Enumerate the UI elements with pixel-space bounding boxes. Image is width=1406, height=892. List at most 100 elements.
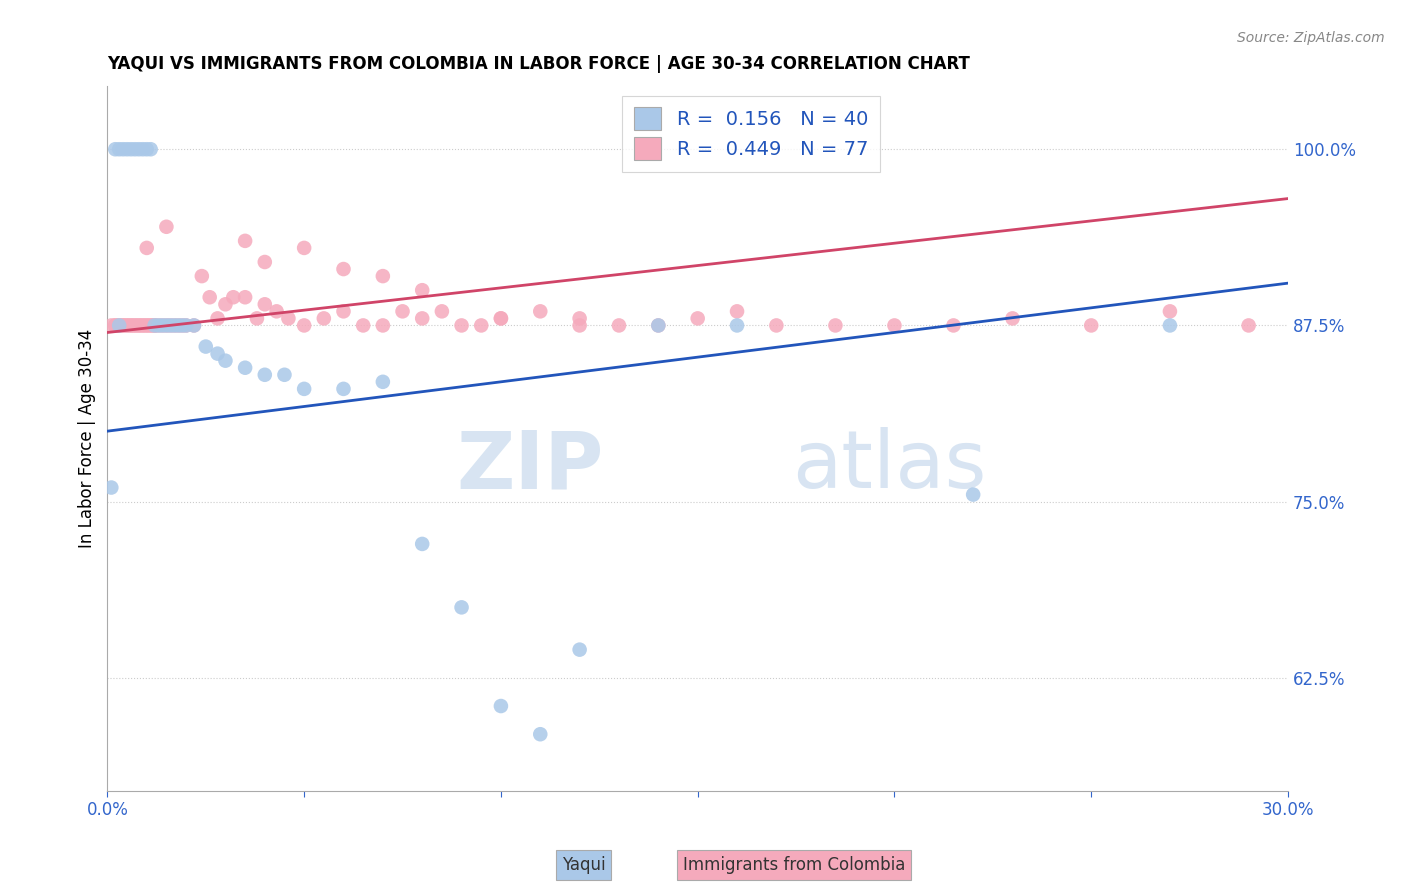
Point [942, 318, 965, 333]
Point [120, 142, 142, 156]
Point [167, 318, 190, 333]
Point [470, 318, 492, 333]
Point [115, 318, 138, 333]
Point [1159, 304, 1181, 318]
Point [112, 318, 135, 333]
Point [371, 269, 394, 284]
Point [207, 311, 229, 326]
Point [647, 318, 669, 333]
Point [352, 318, 374, 333]
Point [214, 297, 236, 311]
Point [233, 360, 256, 375]
Point [183, 318, 205, 333]
Point [115, 318, 138, 333]
Point [155, 318, 177, 333]
Point [450, 600, 472, 615]
Point [411, 537, 433, 551]
Point [253, 255, 276, 269]
Point [172, 318, 194, 333]
Point [607, 318, 630, 333]
Point [489, 699, 512, 714]
Point [163, 318, 186, 333]
Point [292, 382, 315, 396]
Point [112, 318, 135, 333]
Point [292, 318, 315, 333]
Point [266, 304, 288, 318]
Point [100, 481, 122, 495]
Point [143, 318, 166, 333]
Point [135, 241, 157, 255]
Point [725, 318, 748, 333]
Point [104, 318, 127, 333]
Text: Source: ZipAtlas.com: Source: ZipAtlas.com [1237, 31, 1385, 45]
Text: Yaqui: Yaqui [561, 855, 606, 873]
Point [1237, 318, 1260, 333]
Point [371, 375, 394, 389]
Point [568, 642, 591, 657]
Point [253, 297, 276, 311]
Point [332, 262, 354, 277]
Point [120, 318, 142, 333]
Y-axis label: In Labor Force | Age 30-34: In Labor Force | Age 30-34 [79, 328, 96, 548]
Point [143, 318, 166, 333]
Point [135, 318, 157, 333]
Point [962, 487, 984, 501]
Point [430, 304, 453, 318]
Text: YAQUI VS IMMIGRANTS FROM COLOMBIA IN LABOR FORCE | AGE 30-34 CORRELATION CHART: YAQUI VS IMMIGRANTS FROM COLOMBIA IN LAB… [107, 55, 970, 73]
Point [112, 142, 135, 156]
Point [132, 318, 155, 333]
Point [128, 142, 150, 156]
Point [198, 290, 221, 304]
Point [824, 318, 846, 333]
Point [1159, 318, 1181, 333]
Point [686, 311, 709, 326]
Point [139, 318, 162, 333]
Point [104, 318, 127, 333]
Point [143, 318, 166, 333]
Point [104, 142, 127, 156]
Point [148, 318, 170, 333]
Text: atlas: atlas [792, 427, 987, 506]
Point [108, 318, 131, 333]
Point [128, 318, 150, 333]
Point [194, 340, 217, 354]
Point [214, 353, 236, 368]
Point [233, 290, 256, 304]
Point [155, 219, 177, 234]
Point [246, 311, 269, 326]
Point [115, 142, 138, 156]
Point [207, 346, 229, 360]
Point [411, 311, 433, 326]
Point [391, 304, 413, 318]
Point [155, 318, 177, 333]
Point [132, 318, 155, 333]
Point [124, 142, 146, 156]
Point [135, 318, 157, 333]
Point [222, 290, 245, 304]
Point [883, 318, 905, 333]
Point [159, 318, 181, 333]
Text: ZIP: ZIP [456, 427, 603, 506]
Point [174, 318, 197, 333]
Point [529, 304, 551, 318]
Point [371, 318, 394, 333]
Point [312, 311, 335, 326]
Point [174, 318, 197, 333]
Point [128, 318, 150, 333]
Point [108, 318, 131, 333]
Point [167, 318, 190, 333]
Point [191, 269, 214, 284]
Point [277, 311, 299, 326]
Point [152, 318, 174, 333]
Point [273, 368, 295, 382]
Point [450, 318, 472, 333]
Point [148, 318, 170, 333]
Point [765, 318, 787, 333]
Point [233, 234, 256, 248]
Point [108, 318, 131, 333]
Text: Immigrants from Colombia: Immigrants from Colombia [683, 855, 905, 873]
Point [139, 318, 162, 333]
Point [152, 318, 174, 333]
Point [172, 318, 194, 333]
Point [135, 142, 157, 156]
